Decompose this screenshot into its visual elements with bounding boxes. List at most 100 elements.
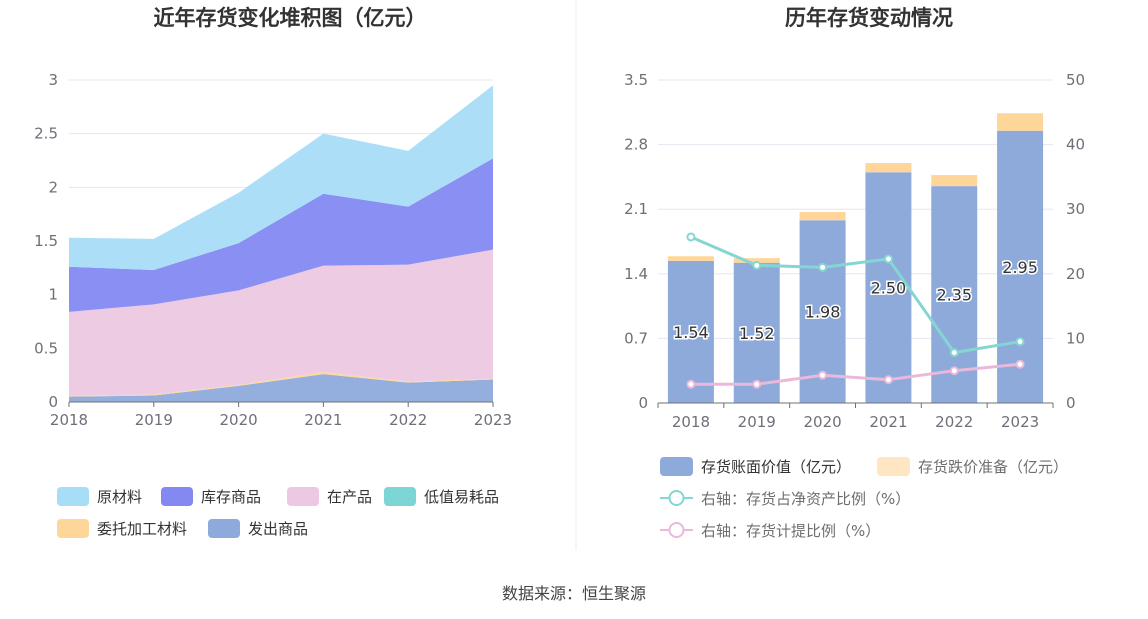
area-legend-label: 库存商品 <box>201 488 261 506</box>
line-legend-marker <box>668 522 685 538</box>
area-y-tick-label: 3 <box>48 71 58 89</box>
bar-impairment <box>799 211 846 221</box>
line-series-1 <box>690 362 1021 386</box>
bar-legend-label: 存货跌价准备（亿元） <box>918 458 1068 476</box>
area-y-tick-label: 1 <box>48 286 58 304</box>
bar-value-label: 1.54 <box>673 323 709 342</box>
bar-chart-lines <box>686 232 1025 389</box>
line-series-0 <box>690 235 1021 355</box>
bar-legend-swatch <box>660 457 693 476</box>
line-legend-label: 右轴：存货占净资产比例（%） <box>701 490 910 508</box>
bar-x-tick-label: 2019 <box>738 413 776 431</box>
bar-book-value <box>997 130 1044 403</box>
line-point-0 <box>818 262 828 272</box>
bar-y-left-tick-label: 3.5 <box>624 71 648 89</box>
bar-value-label: 2.95 <box>1002 258 1038 277</box>
area-chart-title: 近年存货变化堆积图（亿元） <box>154 6 427 30</box>
bar-x-tick-label: 2022 <box>935 413 973 431</box>
bar-y-right-tick-label: 30 <box>1066 200 1085 218</box>
area-y-tick-label: 0 <box>48 393 58 411</box>
bar-x-tick-label: 2020 <box>803 413 841 431</box>
area-legend-item[interactable]: 在产品 <box>287 487 372 506</box>
area-legend-item[interactable]: 发出商品 <box>208 519 308 538</box>
area-y-tick-label: 0.5 <box>34 339 58 357</box>
line-legend-marker <box>668 490 685 506</box>
bar-y-right-tick-label: 0 <box>1066 394 1076 412</box>
area-legend-swatch <box>287 487 319 506</box>
area-legend-item[interactable]: 委托加工材料 <box>57 519 187 538</box>
area-legend-item[interactable]: 原材料 <box>57 487 142 506</box>
bar-impairment <box>733 258 780 263</box>
area-legend-swatch <box>208 519 240 538</box>
line-point-1 <box>1015 359 1025 369</box>
area-legend-label: 在产品 <box>327 488 372 506</box>
bar-x-tick-label: 2023 <box>1001 413 1039 431</box>
area-y-tick-label: 2 <box>48 178 58 196</box>
data-source: 数据来源：恒生聚源 <box>501 584 646 603</box>
bar-impairment <box>667 256 714 261</box>
line-legend-item[interactable]: 右轴：存货占净资产比例（%） <box>660 490 910 508</box>
bar-y-right-tick-label: 20 <box>1066 265 1085 283</box>
area-x-tick-label: 2022 <box>389 411 427 429</box>
bar-y-right-tick-label: 40 <box>1066 136 1085 154</box>
area-legend-label: 低值易耗品 <box>424 488 499 506</box>
bar-y-left-tick-label: 1.4 <box>624 265 648 283</box>
area-series-5 <box>69 85 493 270</box>
bar-legend-item[interactable]: 存货跌价准备（亿元） <box>877 457 1068 476</box>
area-legend-swatch <box>161 487 193 506</box>
bar-chart-axes: 0 0.7 1.4 2.1 2.8 3.5 0 10 20 30 40 50 2018 2019 2020 2… <box>624 71 1085 431</box>
area-legend-label: 原材料 <box>97 488 142 506</box>
area-chart-areas <box>69 85 493 402</box>
line-point-0 <box>883 254 893 264</box>
bar-chart-title: 历年存货变动情况 <box>785 6 953 30</box>
bar-legend-swatch <box>877 457 910 476</box>
bar-x-tick-label: 2018 <box>672 413 710 431</box>
bar-legend-item[interactable]: 存货账面价值（亿元） <box>660 457 851 476</box>
area-x-tick-label: 2019 <box>135 411 173 429</box>
area-x-tick-label: 2020 <box>220 411 258 429</box>
bar-y-left-tick-label: 0.7 <box>624 329 648 347</box>
area-series-3 <box>69 249 493 396</box>
bar-x-tick-label: 2021 <box>869 413 907 431</box>
line-point-1 <box>949 366 959 376</box>
area-x-tick-label: 2021 <box>304 411 342 429</box>
area-legend-item[interactable]: 库存商品 <box>161 487 261 506</box>
bar-y-right-tick-label: 10 <box>1066 329 1085 347</box>
bar-value-label: 2.35 <box>936 286 972 305</box>
line-point-1 <box>883 375 893 385</box>
area-y-tick-label: 2.5 <box>34 125 58 143</box>
line-legend-item[interactable]: 右轴：存货计提比例（%） <box>660 522 880 540</box>
line-point-0 <box>686 232 696 242</box>
area-x-tick-label: 2023 <box>474 411 512 429</box>
area-legend-label: 发出商品 <box>248 520 308 538</box>
line-legend-label: 右轴：存货计提比例（%） <box>701 522 880 540</box>
bar-impairment <box>865 163 912 173</box>
area-legend-item[interactable]: 低值易耗品 <box>384 487 499 506</box>
bar-impairment <box>931 175 978 187</box>
bar-book-value <box>865 172 912 403</box>
area-series-0 <box>69 374 493 402</box>
area-legend-swatch <box>57 487 89 506</box>
line-point-1 <box>686 379 696 389</box>
line-point-1 <box>818 370 828 380</box>
bar-chart-legend[interactable]: 存货账面价值（亿元） 存货跌价准备（亿元） 右轴：存货占净资产比例（%） 右轴：存货计… <box>660 457 1068 540</box>
area-series-4 <box>69 158 493 312</box>
bar-value-label: 1.52 <box>739 324 775 343</box>
bar-y-left-tick-label: 0 <box>638 394 648 412</box>
bar-value-label: 2.50 <box>871 279 907 298</box>
bar-chart-grid <box>658 79 1053 339</box>
bar-impairment <box>997 113 1044 131</box>
area-legend-label: 委托加工材料 <box>97 520 187 538</box>
bar-y-right-tick-label: 50 <box>1066 71 1085 89</box>
bar-value-label: 1.98 <box>805 303 841 322</box>
bar-book-value <box>733 262 780 403</box>
area-x-tick-label: 2018 <box>50 411 88 429</box>
area-y-tick-label: 1.5 <box>34 232 58 250</box>
bar-y-left-tick-label: 2.8 <box>624 136 648 154</box>
line-point-0 <box>752 260 762 270</box>
area-legend-swatch <box>384 487 416 506</box>
bar-legend-label: 存货账面价值（亿元） <box>701 458 851 476</box>
bar-y-left-tick-label: 2.1 <box>624 200 648 218</box>
